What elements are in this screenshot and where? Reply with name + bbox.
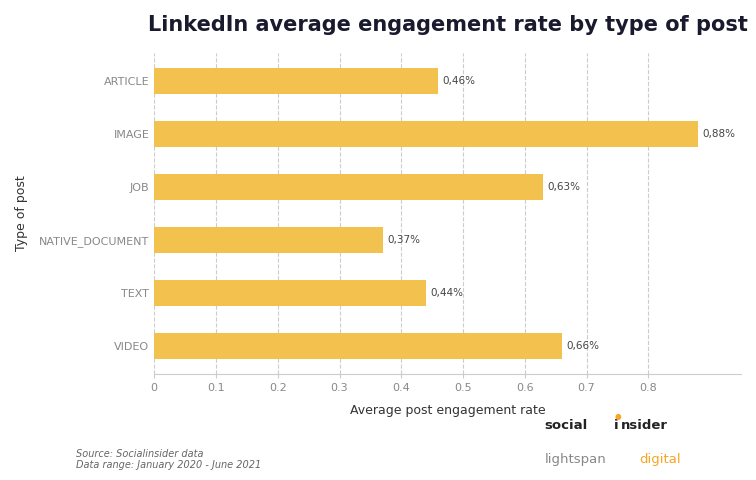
Text: i: i [614,419,618,432]
Text: 0,63%: 0,63% [547,182,581,192]
Text: Source: Socialinsider data
Data range: January 2020 - June 2021: Source: Socialinsider data Data range: J… [76,449,261,470]
Text: 0,88%: 0,88% [702,129,735,139]
Y-axis label: Type of post: Type of post [15,176,28,252]
Text: 0,46%: 0,46% [443,76,476,86]
Text: 0,37%: 0,37% [387,235,420,245]
Bar [154,333,562,360]
Bar [154,227,383,253]
Title: LinkedIn average engagement rate by type of post: LinkedIn average engagement rate by type… [147,15,748,35]
Text: 0,66%: 0,66% [566,341,600,351]
Bar [154,68,438,94]
Text: social: social [544,419,587,432]
Bar [154,174,544,200]
Text: ●: ● [615,412,621,421]
Text: digital: digital [640,453,681,466]
Text: nsider: nsider [621,419,668,432]
X-axis label: Average post engagement rate: Average post engagement rate [350,404,545,417]
Text: 0,44%: 0,44% [430,288,463,298]
Bar [154,121,698,147]
Text: lightspan: lightspan [544,453,606,466]
Bar [154,280,426,306]
